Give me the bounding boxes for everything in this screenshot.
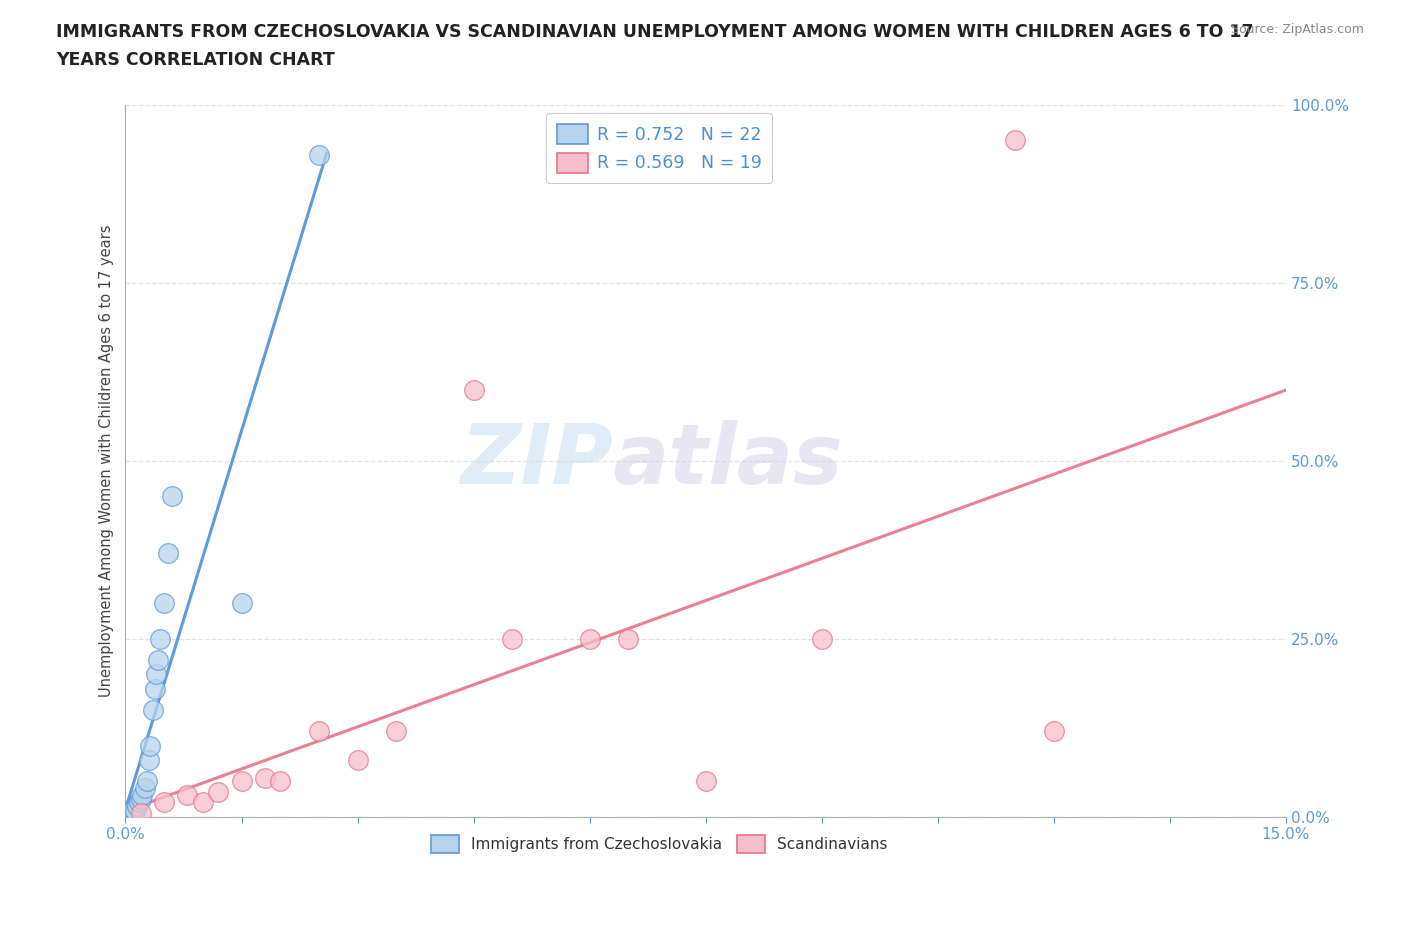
Point bbox=[810, 631, 832, 646]
Point bbox=[253, 770, 276, 785]
Point bbox=[143, 681, 166, 696]
Text: ZIP: ZIP bbox=[460, 420, 613, 501]
Point bbox=[231, 596, 253, 611]
Point bbox=[231, 774, 253, 789]
Text: YEARS CORRELATION CHART: YEARS CORRELATION CHART bbox=[56, 51, 335, 69]
Y-axis label: Unemployment Among Women with Children Ages 6 to 17 years: Unemployment Among Women with Children A… bbox=[100, 224, 114, 697]
Point bbox=[207, 784, 229, 799]
Point bbox=[501, 631, 523, 646]
Point bbox=[124, 804, 146, 818]
Point bbox=[136, 774, 159, 789]
Text: Source: ZipAtlas.com: Source: ZipAtlas.com bbox=[1230, 23, 1364, 36]
Point bbox=[308, 724, 330, 738]
Point bbox=[385, 724, 408, 738]
Point bbox=[129, 805, 152, 820]
Point bbox=[160, 489, 183, 504]
Legend: Immigrants from Czechoslovakia, Scandinavians: Immigrants from Czechoslovakia, Scandina… bbox=[425, 829, 894, 859]
Point bbox=[578, 631, 600, 646]
Point bbox=[153, 795, 176, 810]
Point bbox=[134, 781, 156, 796]
Point bbox=[157, 546, 180, 561]
Point bbox=[131, 788, 153, 803]
Point bbox=[129, 791, 152, 806]
Point bbox=[308, 147, 330, 162]
Point bbox=[125, 799, 148, 814]
Point bbox=[695, 774, 717, 789]
Point bbox=[1004, 133, 1026, 148]
Point bbox=[122, 803, 145, 817]
Point bbox=[146, 653, 169, 668]
Point bbox=[269, 774, 291, 789]
Point bbox=[176, 788, 198, 803]
Point bbox=[141, 702, 163, 717]
Point bbox=[128, 795, 150, 810]
Point bbox=[346, 752, 368, 767]
Point bbox=[145, 667, 167, 682]
Point bbox=[1043, 724, 1066, 738]
Point bbox=[463, 382, 485, 397]
Point bbox=[139, 738, 162, 753]
Point bbox=[153, 596, 176, 611]
Point bbox=[138, 752, 160, 767]
Point bbox=[191, 795, 214, 810]
Point bbox=[121, 805, 143, 820]
Text: atlas: atlas bbox=[613, 420, 844, 501]
Point bbox=[617, 631, 640, 646]
Text: IMMIGRANTS FROM CZECHOSLOVAKIA VS SCANDINAVIAN UNEMPLOYMENT AMONG WOMEN WITH CHI: IMMIGRANTS FROM CZECHOSLOVAKIA VS SCANDI… bbox=[56, 23, 1254, 41]
Point bbox=[149, 631, 172, 646]
Point bbox=[118, 807, 141, 822]
